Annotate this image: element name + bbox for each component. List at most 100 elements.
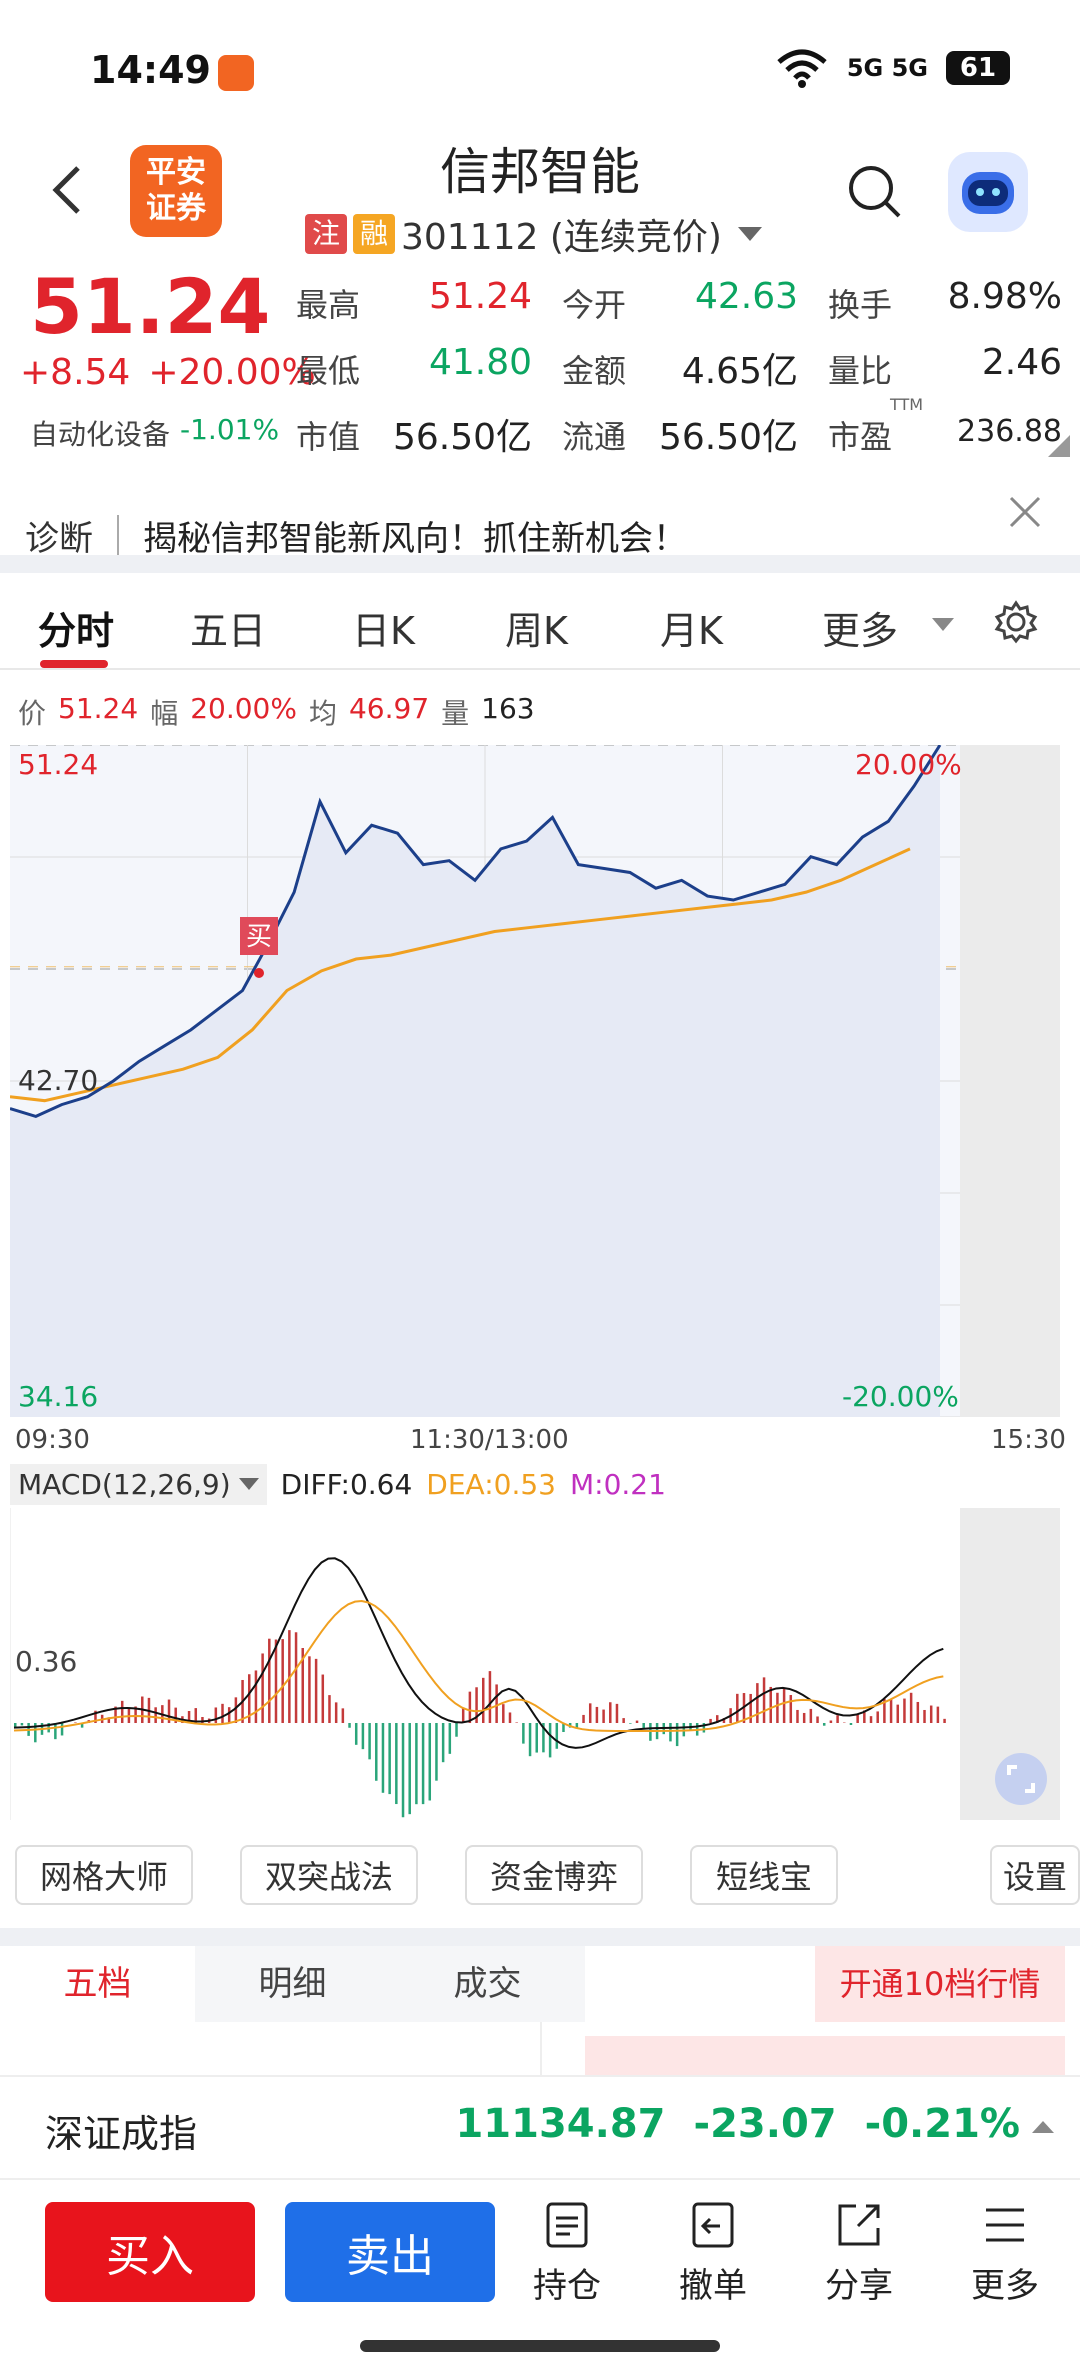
intraday-chart[interactable]: 买 xyxy=(10,745,1060,1417)
chevron-down-icon xyxy=(932,618,954,631)
diagnosis-banner[interactable]: 诊断 揭秘信邦智能新风向！抓住新机会！ xyxy=(0,495,1080,575)
cancel-order-button[interactable]: 撤单 xyxy=(658,2200,768,2307)
volume-ratio-value: 2.46 xyxy=(981,342,1062,383)
macd-bar xyxy=(461,1708,465,1723)
macd-chart[interactable] xyxy=(10,1508,1060,1820)
share-label: 分享 xyxy=(825,2266,893,2306)
tab-five-levels[interactable]: 五档 xyxy=(0,1946,195,2022)
macd-bar xyxy=(167,1699,171,1723)
more-label: 更多 xyxy=(971,2266,1039,2306)
tab-intraday[interactable]: 分时 xyxy=(38,609,115,653)
macd-bar xyxy=(107,1717,111,1723)
search-icon[interactable] xyxy=(845,162,905,222)
macd-bar xyxy=(635,1720,639,1723)
macd-bar xyxy=(214,1707,218,1723)
low-value: 41.80 xyxy=(428,342,532,383)
assistant-robot-icon[interactable] xyxy=(948,152,1028,232)
open-ten-levels-button[interactable]: 开通10档行情 xyxy=(815,1946,1065,2022)
macd-bar xyxy=(408,1723,411,1815)
stock-code-row[interactable]: 注 融 301112 (连续竞价) xyxy=(305,208,762,260)
macd-bar xyxy=(54,1723,57,1740)
macd-bar xyxy=(575,1723,579,1728)
tab-five-day[interactable]: 五日 xyxy=(190,609,267,653)
info-avg-label: 均 xyxy=(308,697,337,730)
back-icon[interactable] xyxy=(40,160,100,220)
order-book-row xyxy=(585,2036,1065,2078)
macd-bar xyxy=(261,1653,264,1723)
share-button[interactable]: 分享 xyxy=(804,2200,914,2307)
macd-bar xyxy=(301,1648,304,1723)
macd-bar xyxy=(588,1703,592,1723)
grid-master-button[interactable]: 网格大师 xyxy=(15,1845,193,1905)
macd-bar xyxy=(722,1718,726,1723)
average-price-line xyxy=(10,847,911,1103)
chevron-up-icon[interactable] xyxy=(1032,2121,1054,2133)
close-icon[interactable] xyxy=(1005,492,1045,532)
buy-button[interactable]: 买入 xyxy=(45,2202,255,2302)
tab-daily-k[interactable]: 日K xyxy=(352,609,415,653)
diagnosis-text: 揭秘信邦智能新风向！抓住新机会！ xyxy=(143,518,687,559)
gear-icon[interactable] xyxy=(994,600,1038,644)
macd-bar xyxy=(762,1677,766,1723)
chart-tabs: 分时 五日 日K 周K 月K 更多 xyxy=(0,578,1080,670)
y-label-bottom-percent: -20.00% xyxy=(842,1380,959,1413)
macd-bar xyxy=(629,1723,632,1724)
macd-bar xyxy=(622,1718,625,1723)
settings-button[interactable]: 设置 xyxy=(990,1845,1080,1905)
macd-bar xyxy=(94,1710,97,1723)
tab-details[interactable]: 明细 xyxy=(195,1946,390,2022)
expand-corner-icon[interactable] xyxy=(1048,435,1070,457)
macd-bar xyxy=(903,1698,906,1723)
tab-monthly-k[interactable]: 月K xyxy=(660,609,723,653)
macd-bar xyxy=(582,1714,585,1723)
tab-more[interactable]: 更多 xyxy=(822,609,899,653)
position-button[interactable]: 持仓 xyxy=(512,2200,622,2307)
fullscreen-icon[interactable] xyxy=(995,1753,1047,1805)
macd-bar xyxy=(909,1692,913,1723)
macd-bar xyxy=(602,1709,605,1723)
more-button[interactable]: 更多 xyxy=(950,2200,1060,2307)
float-cap-value: 56.50亿 xyxy=(658,417,798,458)
macd-bar xyxy=(562,1723,565,1732)
macd-bar xyxy=(502,1704,505,1723)
macd-bar xyxy=(468,1691,472,1723)
volume-ratio-label: 量比 xyxy=(828,352,893,390)
section-divider xyxy=(0,555,1080,573)
macd-bar xyxy=(421,1723,425,1805)
market-index-bar[interactable]: 深证成指 11134.87 -23.07 -0.21% xyxy=(0,2075,1080,2180)
macd-indicator-select[interactable]: MACD(12,26,9) xyxy=(10,1463,267,1505)
macd-bar xyxy=(809,1708,813,1723)
pe-ttm-label: TTM xyxy=(890,395,924,414)
macd-bar xyxy=(448,1723,452,1754)
double-break-button[interactable]: 双突战法 xyxy=(240,1845,418,1905)
short-term-button[interactable]: 短线宝 xyxy=(690,1845,838,1905)
macd-bar xyxy=(308,1656,311,1723)
market-cap-value: 56.50亿 xyxy=(392,417,532,458)
industry-change: -1.01% xyxy=(180,413,280,446)
macd-bar xyxy=(428,1723,432,1801)
macd-bar xyxy=(368,1723,371,1760)
macd-bar xyxy=(528,1723,532,1757)
registration-tag: 注 xyxy=(305,214,347,254)
dea-value: 0.53 xyxy=(493,1467,556,1501)
market-cap-label: 市值 xyxy=(296,418,361,456)
macd-bar xyxy=(883,1698,886,1723)
diff-value: 0.64 xyxy=(349,1467,413,1501)
fund-game-button[interactable]: 资金博弈 xyxy=(465,1845,643,1905)
tab-trades[interactable]: 成交 xyxy=(390,1946,585,2022)
macd-bar xyxy=(221,1703,224,1723)
wifi-icon xyxy=(777,49,827,88)
buy-marker[interactable]: 买 xyxy=(240,917,278,978)
macd-bar xyxy=(381,1723,385,1793)
macd-bar xyxy=(114,1706,117,1723)
info-range: 20.00% xyxy=(190,692,297,725)
macd-bar xyxy=(395,1723,398,1805)
macd-bar xyxy=(595,1706,599,1723)
tab-weekly-k[interactable]: 周K xyxy=(505,609,568,653)
sell-button[interactable]: 卖出 xyxy=(285,2202,495,2302)
industry-info[interactable]: 自动化设备 -1.01% xyxy=(30,413,279,453)
macd-bar xyxy=(354,1723,358,1745)
pe-label: 市盈 xyxy=(828,418,893,456)
active-tab-indicator xyxy=(40,660,108,668)
order-book-tabs: 五档 明细 成交 xyxy=(0,1946,1080,2022)
